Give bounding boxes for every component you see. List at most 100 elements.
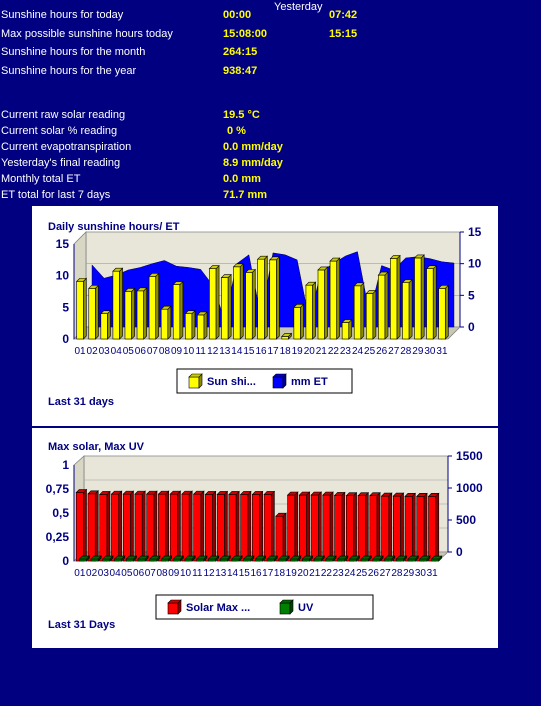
bar-uv (430, 555, 443, 562)
bar-solarmax (416, 492, 428, 562)
x-tick-label: 27 (380, 568, 392, 579)
x-tick-label: 03 (98, 568, 110, 579)
stat-label: Monthly total ET (1, 173, 81, 185)
x-tick-label: 13 (215, 568, 227, 579)
bar-uv (219, 555, 232, 562)
bar-uv (254, 555, 267, 562)
x-tick-label: 17 (268, 346, 280, 357)
chart-footer: Last 31 days (48, 396, 115, 408)
right-tick-label: 0 (468, 320, 475, 334)
x-tick-label: 04 (110, 568, 122, 579)
x-tick-label: 21 (309, 568, 321, 579)
bar-solarmax (251, 490, 264, 562)
x-tick-label: 02 (86, 568, 98, 579)
x-tick-label: 14 (231, 346, 243, 357)
stat-label: Current evapotranspiration (1, 141, 132, 153)
sunshine-et-panel: Daily sunshine hours/ ET 15 10 5 0 15 10 5 0 01 0… (32, 206, 498, 426)
bar-solarmax (298, 491, 311, 562)
x-tick-label: 22 (321, 568, 333, 579)
x-tick-label: 15 (239, 568, 251, 579)
bar-uv (348, 555, 361, 562)
bar-uv (360, 555, 373, 562)
legend-box (155, 594, 374, 620)
chart-title: Max solar, Max UV (48, 441, 144, 453)
right-tick-label: 5 (468, 288, 475, 302)
bar-sunshi (256, 255, 269, 340)
bar-solarmax (427, 492, 440, 562)
bar-sunshi (148, 272, 160, 340)
bar-uv (160, 555, 173, 562)
bar-uv (207, 555, 220, 562)
bar-sunshi (293, 303, 305, 340)
bar-solarmax (345, 491, 358, 562)
x-tick-label: 01 (74, 568, 86, 579)
stat-yesterday-value: 15:15 (329, 28, 358, 40)
bar-solarmax (322, 491, 334, 562)
bar-uv (395, 555, 408, 562)
bar-solarmax (192, 490, 205, 562)
bar-solarmax (134, 490, 146, 562)
x-tick-label: 21 (316, 346, 328, 357)
bar-uv (231, 555, 243, 562)
x-tick-label: 23 (333, 568, 345, 579)
legend-label: mm ET (291, 376, 328, 388)
x-tick-label: 11 (195, 346, 206, 357)
x-tick-label: 17 (262, 568, 274, 579)
left-tick-label: 0,25 (46, 530, 70, 544)
stat-value: 19.5 °C (223, 109, 260, 121)
stat-yesterday-value: 07:42 (329, 9, 358, 21)
right-tick-label: 1000 (456, 481, 483, 495)
bar-solarmax (169, 490, 182, 562)
right-tick-label: 1500 (456, 449, 483, 463)
legend-swatch (279, 599, 294, 615)
x-tick-label: 19 (292, 346, 304, 357)
stat-label: ET total for last 7 days (1, 189, 111, 201)
x-tick-label: 20 (304, 346, 316, 357)
x-tick-label: 20 (297, 568, 309, 579)
x-tick-label: 31 (427, 568, 439, 579)
x-tick-label: 10 (180, 568, 192, 579)
left-tick-label: 0 (62, 554, 69, 568)
stat-label: Current raw solar reading (1, 109, 126, 121)
bar-solarmax (369, 491, 381, 562)
x-tick-label: 25 (364, 346, 376, 357)
legend-label: Sun shi... (207, 376, 256, 388)
x-tick-label: 06 (135, 346, 147, 357)
legend-label: UV (298, 602, 314, 614)
x-tick-label: 16 (250, 568, 262, 579)
bar-solarmax (145, 490, 158, 562)
bar-uv (313, 555, 326, 562)
x-tick-label: 08 (159, 346, 171, 357)
left-tick-label: 0 (62, 332, 69, 346)
bar-sunshi (437, 284, 450, 340)
right-tick-label: 500 (456, 513, 476, 527)
x-tick-label: 12 (207, 346, 219, 357)
bar-solarmax (181, 490, 193, 562)
stat-value: 8.9 mm/day (223, 157, 283, 169)
left-tick-label: 10 (56, 269, 70, 283)
bar-uv (336, 555, 349, 562)
bar-uv (325, 555, 337, 562)
x-tick-label: 30 (424, 346, 436, 357)
bar-uv (419, 555, 431, 562)
bar-sunshi (377, 271, 389, 340)
bar-uv (78, 555, 91, 562)
bar-uv (195, 555, 208, 562)
bar-sunshi (184, 309, 196, 340)
stat-label: Current solar % reading (1, 125, 118, 137)
bar-solarmax (286, 491, 299, 562)
bar-uv (372, 555, 384, 562)
bar-sunshi (281, 332, 293, 340)
x-tick-label: 18 (274, 568, 286, 579)
bar-solarmax (239, 490, 252, 562)
bar-uv (289, 555, 302, 562)
x-tick-label: 07 (145, 568, 157, 579)
stat-value: 15:08:00 (223, 28, 268, 40)
x-tick-label: 13 (219, 346, 231, 357)
bar-uv (137, 555, 149, 562)
bar-uv (113, 555, 126, 562)
bar-uv (383, 555, 396, 562)
x-tick-label: 28 (400, 346, 412, 357)
